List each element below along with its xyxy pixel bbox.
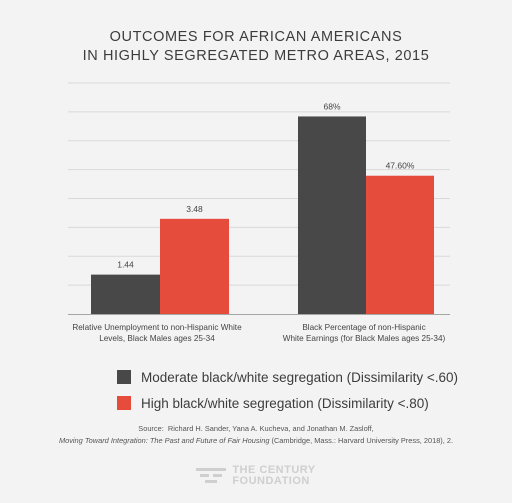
legend-swatch-high (117, 396, 131, 410)
bar (298, 116, 366, 315)
bar (366, 175, 434, 314)
legend-swatch-moderate (117, 370, 131, 384)
logo-text-line-1: THE CENTURY (232, 464, 316, 476)
century-foundation-logo-icon (196, 468, 227, 483)
category-label: Relative Unemployment to non-Hispanic Wh… (72, 323, 242, 332)
chart-title: OUTCOMES FOR AFRICAN AMERICANS IN HIGHLY… (0, 28, 512, 66)
chart-title-line-2: IN HIGHLY SEGREGATED METRO AREAS, 2015 (82, 48, 430, 64)
bar (91, 274, 160, 314)
legend-label-high: High black/white segregation (Dissimilar… (141, 395, 429, 411)
source-book-title: Moving Toward Integration: The Past and … (58, 436, 270, 445)
source-publisher: (Cambridge, Mass.: Harvard University Pr… (271, 436, 454, 445)
legend-label-moderate: Moderate black/white segregation (Dissim… (141, 369, 459, 385)
category-label: Levels, Black Males ages 25-34 (99, 334, 215, 343)
legend: Moderate black/white segregation (Dissim… (117, 364, 458, 416)
legend-item-high: High black/white segregation (Dissimilar… (117, 390, 458, 416)
data-label: 68% (323, 101, 340, 111)
source-authors: Richard H. Sander, Yana A. Kucheva, and … (167, 424, 374, 433)
category-label: Black Percentage of non-Hispanic (302, 323, 425, 332)
data-label: 47.60% (386, 161, 415, 171)
data-label: 3.48 (186, 204, 203, 214)
data-label: 1.44 (117, 260, 134, 270)
legend-item-moderate: Moderate black/white segregation (Dissim… (117, 364, 458, 390)
bar (160, 218, 229, 314)
source-note: Source: Richard H. Sander, Yana A. Kuche… (0, 423, 512, 447)
bar-chart: 1.44 3.48 Relative Unemployment to non-His… (68, 82, 450, 343)
century-foundation-logo: THE CENTURY FOUNDATION (0, 465, 512, 487)
logo-text-line-2: FOUNDATION (232, 475, 310, 487)
category-label: White Earnings (for Black Males ages 25-… (283, 334, 446, 343)
source-prefix: Source: (138, 424, 164, 433)
chart-title-line-1: OUTCOMES FOR AFRICAN AMERICANS (109, 29, 403, 45)
